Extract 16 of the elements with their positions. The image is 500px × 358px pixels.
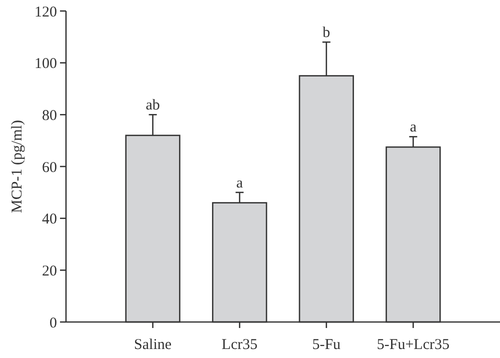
y-tick-label: 60 — [42, 160, 57, 176]
y-axis-title: MCP-1 (pg/ml) — [9, 120, 26, 213]
x-tick-label: 5-Fu+Lcr35 — [376, 337, 450, 353]
annotation: a — [236, 175, 244, 192]
annotation: a — [410, 120, 417, 136]
y-tick-label: 40 — [42, 212, 57, 228]
x-tick-label: Saline — [134, 337, 172, 353]
x-tick-label: 5-Fu — [312, 337, 342, 353]
y-tick-label: 20 — [42, 263, 57, 280]
y-tick-label: 100 — [34, 56, 57, 72]
y-tick-label: 120 — [34, 4, 57, 20]
y-tick-label: 0 — [50, 315, 57, 332]
x-tick-label: Lcr35 — [222, 337, 258, 353]
annotation: b — [322, 25, 330, 42]
y-tick-label: 80 — [42, 108, 57, 124]
annotation: ab — [146, 98, 160, 114]
